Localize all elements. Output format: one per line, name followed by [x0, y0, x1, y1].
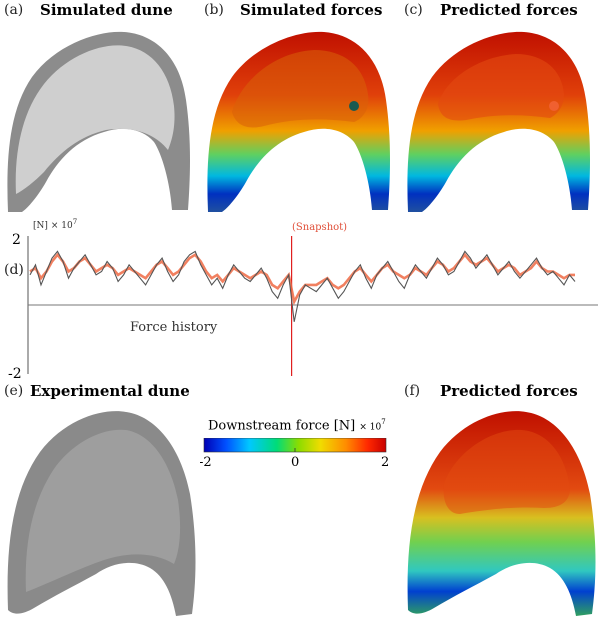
- experimental-dune-image: [7, 411, 196, 616]
- y-tick-top: 2: [12, 232, 21, 248]
- series-predicted-line: [29, 252, 575, 306]
- panel-b-title: Simulated forces: [240, 1, 383, 19]
- predicted-forces-experimental-heatmap: [407, 411, 596, 616]
- simulated-forces-heatmap: [207, 31, 390, 212]
- probe-marker-simulated: [349, 101, 359, 111]
- panel-b-letter: (b): [204, 2, 224, 18]
- panel-f-title: Predicted forces: [440, 382, 578, 400]
- y-tick-bottom: -2: [8, 366, 22, 382]
- panel-e-title: Experimental dune: [30, 382, 190, 400]
- force-history-annotation: Force history: [130, 320, 218, 335]
- force-history-chart: 2 -2 [N] × 107 (Snapshot) Force history: [8, 218, 598, 382]
- predicted-forces-heatmap: [407, 31, 590, 212]
- probe-marker-predicted: [549, 101, 559, 111]
- colorbar-tick-min: -2: [200, 455, 212, 468]
- series-simulated-line: [29, 250, 576, 322]
- panel-c-title: Predicted forces: [440, 1, 578, 19]
- colorbar-label: Downstream force [N] × 107: [208, 418, 386, 434]
- colorbar: -2 0 2: [200, 438, 389, 468]
- panel-a-title: Simulated dune: [40, 1, 173, 19]
- simulated-dune-image: [7, 31, 190, 212]
- panel-f-letter: (f): [404, 383, 421, 399]
- panel-c-letter: (c): [404, 2, 423, 18]
- panel-e-letter: (e): [4, 383, 24, 399]
- snapshot-label: (Snapshot): [292, 222, 347, 233]
- colorbar-tick-max: 2: [381, 455, 389, 468]
- panel-d-letter: (d): [4, 262, 24, 278]
- y-unit-label: [N] × 107: [33, 218, 77, 231]
- panel-a-letter: (a): [4, 2, 24, 18]
- colorbar-tick-zero: 0: [291, 455, 299, 468]
